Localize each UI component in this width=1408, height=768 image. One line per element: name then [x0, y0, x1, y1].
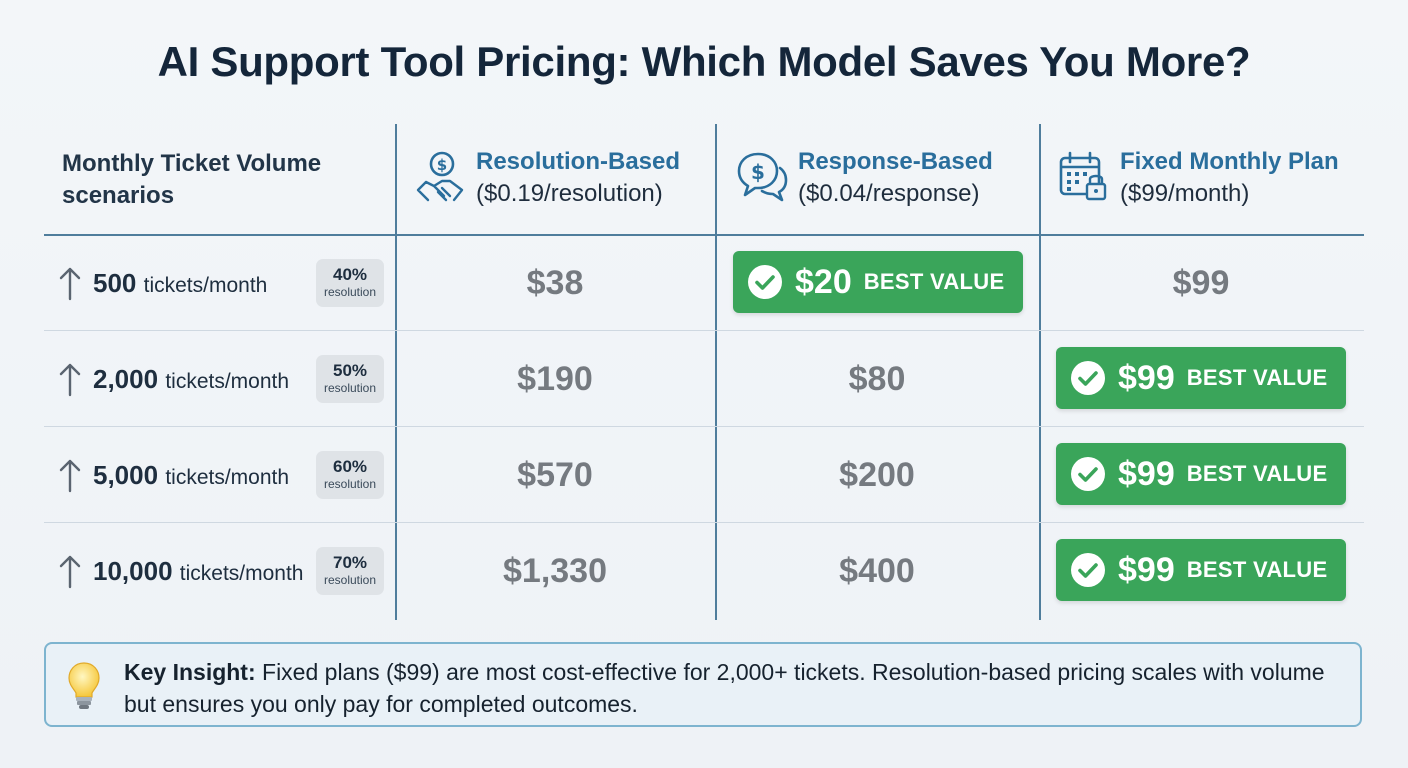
price-cell: $200	[839, 456, 915, 494]
price-value: $99	[1118, 550, 1175, 589]
column-rate: ($0.19/resolution)	[476, 180, 663, 207]
column-name: Resolution-Based	[476, 148, 681, 175]
checkmark-circle-icon	[1071, 553, 1105, 587]
best-value-price-cell: $99 BEST VALUE	[1056, 539, 1346, 601]
handshake-dollar-icon: $	[416, 151, 464, 202]
resolution-rate-value: 40%	[332, 265, 368, 284]
price-cell: $1,330	[503, 552, 607, 590]
ticket-volume: 10,000 tickets/month	[93, 553, 303, 592]
checkmark-circle-icon	[748, 265, 782, 299]
price-value: $99	[1118, 358, 1175, 397]
price-cell: $190	[517, 360, 593, 398]
ticket-volume-value: 5,000	[93, 460, 159, 490]
svg-text:$: $	[437, 156, 447, 174]
column-name: Fixed Monthly Plan	[1120, 148, 1339, 175]
column-header-response: $ Response-Based ($0.04/response)	[736, 146, 993, 226]
ticket-volume: 2,000 tickets/month	[93, 361, 289, 400]
key-insight-text: Key Insight: Fixed plans ($99) are most …	[124, 656, 1344, 720]
arrow-up-icon	[59, 267, 81, 301]
scenario-column-header: Monthly Ticket Volume scenarios	[62, 150, 322, 209]
chat-dollar-icon: $	[737, 152, 788, 202]
column-divider	[1039, 124, 1041, 620]
best-value-price-cell: $20 BEST VALUE	[733, 251, 1023, 313]
resolution-rate-badge: 60% resolution	[316, 451, 384, 499]
resolution-rate-label: resolution	[323, 573, 377, 587]
price-cell: $570	[517, 456, 593, 494]
checkmark-circle-icon	[1071, 457, 1105, 491]
resolution-rate-label: resolution	[323, 285, 377, 299]
resolution-rate-badge: 50% resolution	[316, 355, 384, 403]
resolution-rate-badge: 40% resolution	[316, 259, 384, 307]
column-name: Response-Based	[798, 148, 993, 175]
pricing-table: Monthly Ticket Volume scenarios $ Resolu…	[44, 124, 1364, 620]
ticket-volume-unit: tickets/month	[165, 466, 290, 489]
best-value-label: BEST VALUE	[1186, 365, 1328, 390]
resolution-rate-value: 50%	[332, 361, 368, 380]
column-rate: ($0.04/response)	[798, 180, 980, 207]
key-insight-body: Fixed plans ($99) are most cost-effectiv…	[124, 659, 1325, 717]
svg-text:$: $	[751, 160, 765, 184]
price-cell: $400	[839, 552, 915, 590]
header-divider	[44, 234, 1364, 236]
price-value: $20	[795, 262, 852, 301]
checkmark-circle-icon	[1071, 361, 1105, 395]
price-cell: $80	[848, 360, 906, 398]
column-divider	[395, 124, 397, 620]
price-cell: $38	[526, 264, 584, 302]
table-row: 2,000 tickets/month 50% resolution $190 $80 $…	[44, 331, 1364, 427]
table-row: 500 tickets/month 40% resolution $38 $20 BEST…	[44, 235, 1364, 331]
best-value-label: BEST VALUE	[1186, 557, 1328, 582]
page-title: AI Support Tool Pricing: Which Model Sav…	[157, 38, 1251, 85]
row-divider	[44, 426, 1364, 427]
resolution-rate-label: resolution	[323, 477, 377, 491]
ticket-volume: 500 tickets/month	[93, 265, 267, 304]
arrow-up-icon	[59, 363, 81, 397]
column-header-fixed: Fixed Monthly Plan ($99/month)	[1058, 146, 1339, 226]
table-row: 10,000 tickets/month 70% resolution $1,330 $…	[44, 523, 1364, 619]
column-header-resolution: $ Resolution-Based ($0.19/resolution)	[414, 146, 680, 226]
ticket-volume-unit: tickets/month	[179, 562, 304, 585]
ticket-volume-unit: tickets/month	[165, 370, 290, 393]
ticket-volume-value: 10,000	[93, 556, 173, 586]
best-value-label: BEST VALUE	[863, 269, 1005, 294]
column-divider	[715, 124, 717, 620]
key-insight-box: Key Insight: Fixed plans ($99) are most …	[44, 642, 1362, 727]
ticket-volume-value: 2,000	[93, 364, 159, 394]
calendar-lock-icon	[1059, 151, 1107, 201]
arrow-up-icon	[59, 459, 81, 493]
row-divider	[44, 522, 1364, 523]
lightbulb-icon	[68, 662, 100, 709]
best-value-price-cell: $99 BEST VALUE	[1056, 347, 1346, 409]
best-value-label: BEST VALUE	[1186, 461, 1328, 486]
price-cell: $99	[1172, 264, 1230, 302]
price-value: $99	[1118, 454, 1175, 493]
column-rate: ($99/month)	[1120, 180, 1250, 207]
arrow-up-icon	[59, 555, 81, 589]
row-divider	[44, 330, 1364, 331]
ticket-volume: 5,000 tickets/month	[93, 457, 289, 496]
resolution-rate-label: resolution	[323, 381, 377, 395]
table-row: 5,000 tickets/month 60% resolution $570 $200…	[44, 427, 1364, 523]
key-insight-label: Key Insight:	[124, 659, 256, 685]
ticket-volume-value: 500	[93, 268, 137, 298]
resolution-rate-value: 70%	[332, 553, 368, 572]
resolution-rate-badge: 70% resolution	[316, 547, 384, 595]
best-value-price-cell: $99 BEST VALUE	[1056, 443, 1346, 505]
ticket-volume-unit: tickets/month	[143, 274, 268, 297]
resolution-rate-value: 60%	[332, 457, 368, 476]
